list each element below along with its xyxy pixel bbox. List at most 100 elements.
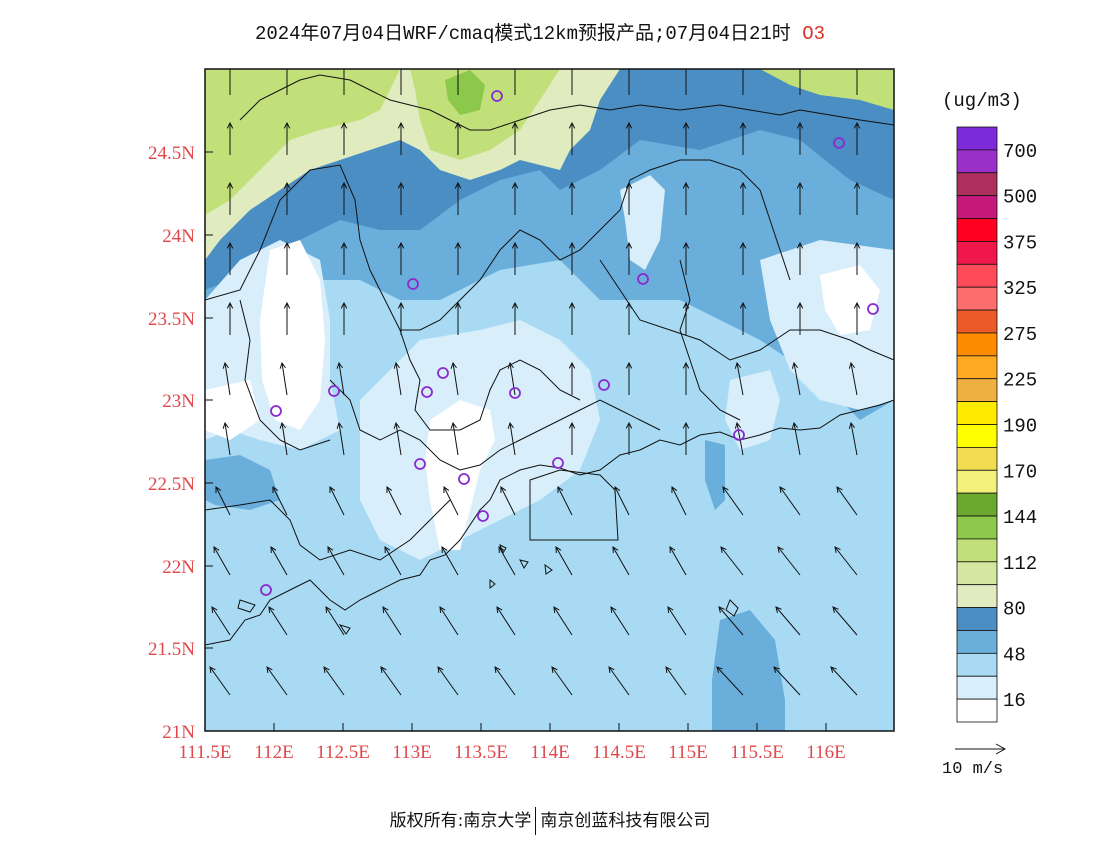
wind-arrow-head <box>270 546 277 554</box>
wind-arrow-head <box>682 301 690 309</box>
lon-label: 114.5E <box>592 742 646 763</box>
wind-arrow-head <box>834 546 841 553</box>
station-marker <box>733 429 745 441</box>
ozone-field <box>205 69 894 731</box>
wind-arrow-shaft <box>323 666 345 696</box>
wind-arrow-head <box>777 546 784 553</box>
wind-arrow-head <box>773 666 780 673</box>
colorbar-level-label: 375 <box>1003 232 1037 254</box>
station-marker <box>477 510 489 522</box>
colorbar-swatch <box>956 195 998 219</box>
wind-arrow-head <box>454 241 462 249</box>
lat-label: 21N <box>162 722 195 743</box>
lat-label: 21.5N <box>148 639 195 660</box>
wind-arrow-shaft <box>830 666 858 696</box>
station-marker <box>407 278 419 290</box>
wind-arrow-head <box>551 666 558 674</box>
colorbar-swatch <box>956 378 998 403</box>
wind-arrow-shaft <box>836 486 858 516</box>
wind-arrow-head <box>512 63 517 68</box>
prov-boundary-1 <box>205 499 451 561</box>
wind-arrow-head <box>511 181 519 189</box>
lon-label: 112E <box>254 742 293 763</box>
colorbar-swatch <box>956 401 998 425</box>
wind-arrow-head <box>854 63 859 68</box>
wind-arrow-head <box>279 361 286 369</box>
colorbar-swatch <box>956 424 998 448</box>
colorbar-swatch <box>956 698 998 723</box>
station-marker <box>598 379 610 391</box>
wind-arrow-head <box>215 486 222 494</box>
wind-arrow-head <box>393 421 400 429</box>
wind-arrow-head <box>625 241 633 249</box>
colorbar-swatch <box>956 332 998 357</box>
field-green-core <box>445 70 485 115</box>
wind-arrow-shaft <box>266 666 288 696</box>
wind-arrow-shaft <box>443 486 459 516</box>
field-white-ne <box>820 265 880 335</box>
wind-arrow-head <box>734 421 742 429</box>
wind-arrow-head <box>222 421 229 429</box>
lon-label: 113.5E <box>454 742 508 763</box>
colorbar-swatch <box>956 126 998 151</box>
wind-arrow-head <box>507 361 514 369</box>
copyright-footer: 版权所有:南京大学 南京创蓝科技有限公司 <box>0 806 1100 835</box>
wind-arrow-shaft <box>439 606 459 636</box>
wind-arrow-shaft <box>500 486 516 516</box>
coastline-and-boundaries <box>205 74 894 646</box>
longitude-axis: 111.5E 112E 112.5E 113E 113.5E 114E 114.5E 115E… <box>179 723 846 763</box>
wind-arrow-head <box>568 241 576 249</box>
colorbar-level-label: 225 <box>1003 370 1037 392</box>
figure-title: 2024年07月04日WRF/cmaq模式12km预报产品;07月04日21时 … <box>0 18 1080 45</box>
lat-label: 24N <box>162 226 195 247</box>
colorbar-swatch <box>956 309 998 334</box>
colorbar-swatch <box>956 355 998 380</box>
wind-arrow-head <box>340 301 348 309</box>
coastline <box>205 399 894 646</box>
wind-arrow-shaft <box>551 666 573 696</box>
wind-arrow-head <box>716 666 723 673</box>
wind-arrow-head <box>568 181 576 189</box>
wind-arrow-shaft <box>614 486 630 516</box>
wind-arrow-shaft <box>553 606 573 636</box>
wind-arrow-shaft <box>779 486 801 516</box>
wind-arrow-head <box>836 486 843 494</box>
wind-arrow-head <box>227 63 232 68</box>
wind-arrow-shaft <box>671 486 687 516</box>
wind-arrow-head <box>454 301 462 309</box>
wind-arrow-head <box>511 301 519 309</box>
wind-arrow-head <box>209 666 216 674</box>
wind-arrow-shaft <box>496 606 516 636</box>
station-marker <box>491 90 503 102</box>
colorbar-level-label: 170 <box>1003 461 1037 483</box>
wind-arrow-shaft <box>382 606 402 636</box>
wind-arrow-head <box>779 486 786 494</box>
wind-arrow-shaft <box>716 666 744 696</box>
field-white-west-edge <box>205 380 260 440</box>
wind-arrow-shaft <box>669 546 687 576</box>
wind-arrow-head <box>853 181 861 189</box>
wind-arrow-shaft <box>777 546 801 576</box>
wind-arrow-head <box>848 421 856 429</box>
lat-label: 24.5N <box>148 143 195 164</box>
wind-arrow-head <box>853 301 861 309</box>
wind-arrow-head <box>671 486 678 494</box>
city-boundary-4 <box>679 259 741 421</box>
wind-arrow-head <box>791 421 799 429</box>
wind-arrow-head <box>739 301 747 309</box>
islands <box>237 543 739 635</box>
station-marker <box>637 273 649 285</box>
field-mid-sw <box>205 455 280 510</box>
wind-arrow-head <box>384 546 391 554</box>
wind-arrow-head <box>832 606 839 613</box>
wind-arrow-shaft <box>773 666 801 696</box>
wind-arrow-head <box>325 606 332 614</box>
lon-label: 114E <box>530 742 569 763</box>
wind-arrow-head <box>682 121 690 129</box>
wind-arrow-head <box>720 546 727 553</box>
wind-arrow-head <box>226 241 234 249</box>
wind-arrow-head <box>610 606 617 614</box>
field-mid-strip <box>705 440 725 510</box>
wind-arrow-head <box>568 121 576 129</box>
